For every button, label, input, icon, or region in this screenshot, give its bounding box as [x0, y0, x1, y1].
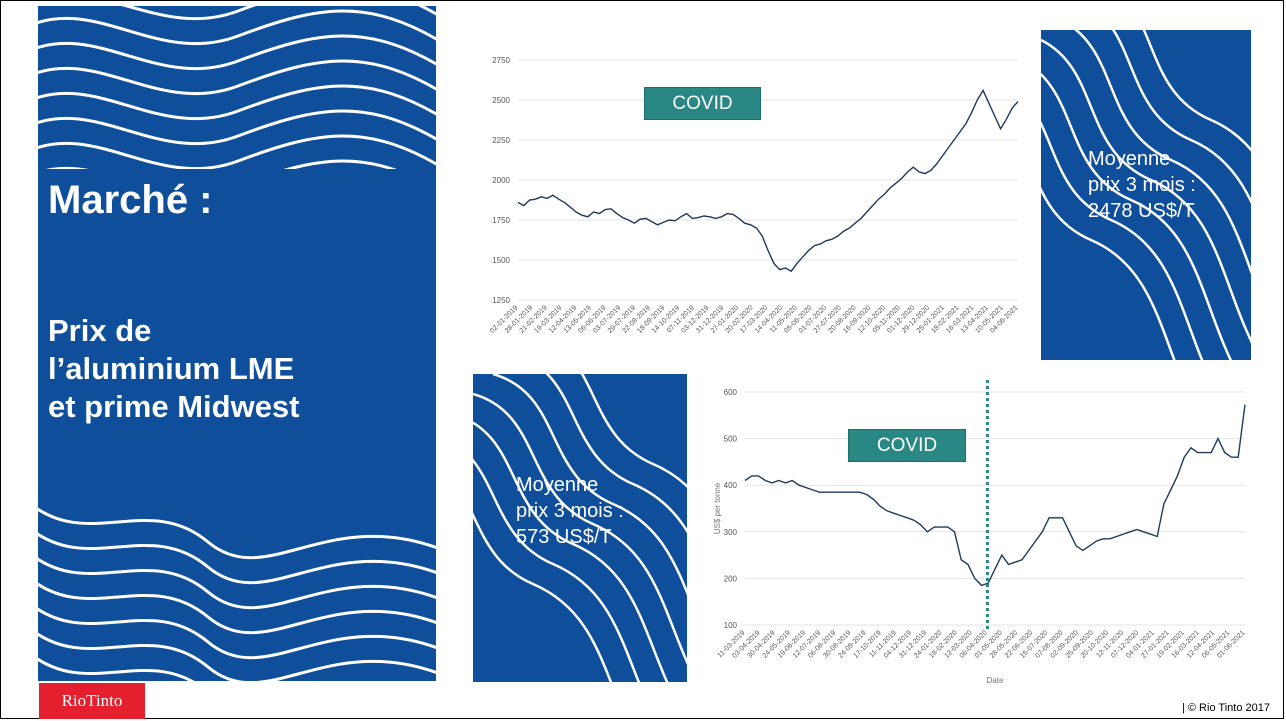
avg-line: 2478 US$/T [1088, 200, 1195, 222]
covid-label-chart1: COVID [644, 87, 761, 120]
y-tick-label: 2500 [492, 96, 510, 105]
y-tick-label: 2250 [492, 136, 510, 145]
copyright-text: | © Rio Tinto 2017 [1181, 702, 1270, 714]
avg-line: 573 US$/T [516, 526, 612, 548]
slide-subtitle: Prix de l’aluminium LME et prime Midwest [48, 312, 418, 426]
subtitle-line: Prix de [48, 313, 152, 348]
lme-average-label: Moyenne prix 3 mois : 2478 US$/T [1088, 146, 1196, 224]
avg-line: Moyenne [516, 474, 599, 496]
y-tick-label: 2000 [492, 176, 510, 185]
series-line [744, 404, 1246, 587]
avg-line: Moyenne [1088, 148, 1171, 170]
y-tick-label: 600 [724, 388, 738, 397]
covid-label-chart2: COVID [848, 429, 966, 462]
avg-line: prix 3 mois : [516, 500, 624, 522]
subtitle-line: et prime Midwest [48, 389, 300, 424]
y-tick-label: 300 [724, 528, 738, 537]
lme-chart-svg: 125015001750200022502500275002-01-201928… [489, 56, 1019, 335]
avg-line: prix 3 mois : [1088, 174, 1196, 196]
midwest-chart-svg: 10020030040050060011-03-201903-04-201930… [713, 380, 1246, 685]
y-axis-label: US$ per tonne [713, 482, 722, 534]
topo-pattern-right [1041, 30, 1251, 360]
y-tick-label: 1250 [492, 296, 510, 305]
topo-pattern-top-left [38, 6, 436, 171]
y-tick-label: 400 [724, 481, 738, 490]
series-line [517, 88, 1019, 273]
midwest-premium-chart: 100 200 300 400 500 600 11-03-2019 03-04-2019 30… [700, 380, 1255, 685]
topo-pattern-bottom-left [38, 492, 436, 681]
title-panel [38, 169, 436, 492]
y-tick-label: 200 [724, 574, 738, 583]
y-tick-label: 1500 [492, 256, 510, 265]
topo-pattern-middle [473, 374, 687, 682]
x-axis-label: Date [987, 676, 1004, 685]
midwest-average-label: Moyenne prix 3 mois : 573 US$/T [516, 472, 624, 550]
subtitle-line: l’aluminium LME [48, 351, 295, 386]
y-tick-label: 2750 [492, 56, 510, 65]
slide-title: Marché : [48, 178, 213, 222]
rio-tinto-logo: RioTinto [39, 683, 145, 719]
y-tick-label: 100 [724, 621, 738, 630]
y-tick-label: 1750 [492, 216, 510, 225]
lme-price-chart: 1250 1500 1750 2000 2250 2500 2750 02-01-2019 28… [470, 50, 1030, 350]
y-tick-label: 500 [724, 435, 738, 444]
